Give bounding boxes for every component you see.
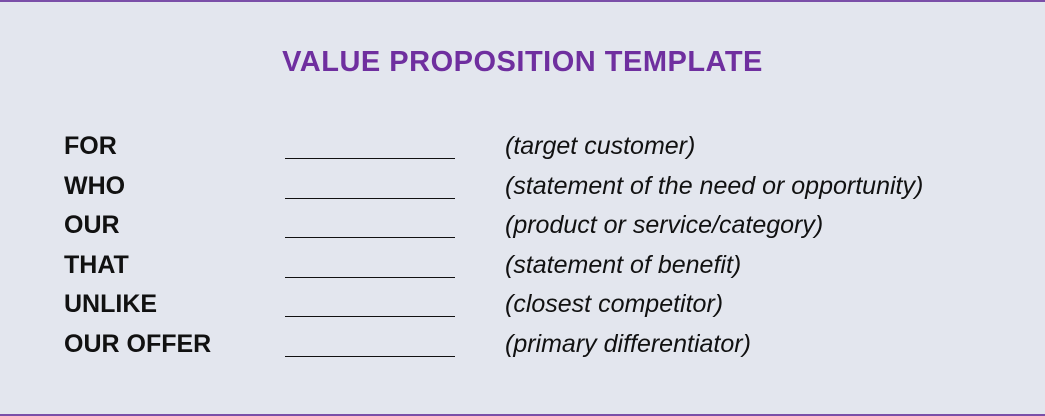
fill-in-blank xyxy=(285,158,455,159)
row-our-offer: OUR OFFER (primary differentiator) xyxy=(64,326,1024,366)
fill-in-blank xyxy=(285,316,455,318)
row-hint: (target customer) xyxy=(505,132,696,160)
row-hint: (primary differentiator) xyxy=(505,329,751,358)
row-hint: (statement of benefit) xyxy=(505,250,742,279)
row-label: WHO xyxy=(64,171,126,200)
fill-in-blank xyxy=(285,237,455,239)
row-for: FOR (target customer) xyxy=(64,128,1024,168)
row-hint: (closest competitor) xyxy=(505,290,724,319)
row-hint: (product or service/category) xyxy=(505,211,824,240)
row-hint: (statement of the need or opportunity) xyxy=(505,171,924,200)
row-who: WHO (statement of the need or opportunit… xyxy=(64,168,1024,208)
row-label: UNLIKE xyxy=(64,290,158,319)
row-label: THAT xyxy=(64,250,129,279)
row-our: OUR (product or service/category) xyxy=(64,207,1024,247)
row-label: OUR OFFER xyxy=(64,329,212,358)
fill-in-blank xyxy=(285,355,455,357)
row-label: FOR xyxy=(64,132,117,160)
template-rows: FOR (target customer) WHO (statement of … xyxy=(64,128,1024,366)
row-unlike: UNLIKE (closest competitor) xyxy=(64,286,1024,326)
row-label: OUR xyxy=(64,211,120,240)
page-title: VALUE PROPOSITION TEMPLATE xyxy=(282,46,763,78)
fill-in-blank xyxy=(285,197,455,199)
row-that: THAT (statement of benefit) xyxy=(64,247,1024,287)
fill-in-blank xyxy=(285,276,455,278)
